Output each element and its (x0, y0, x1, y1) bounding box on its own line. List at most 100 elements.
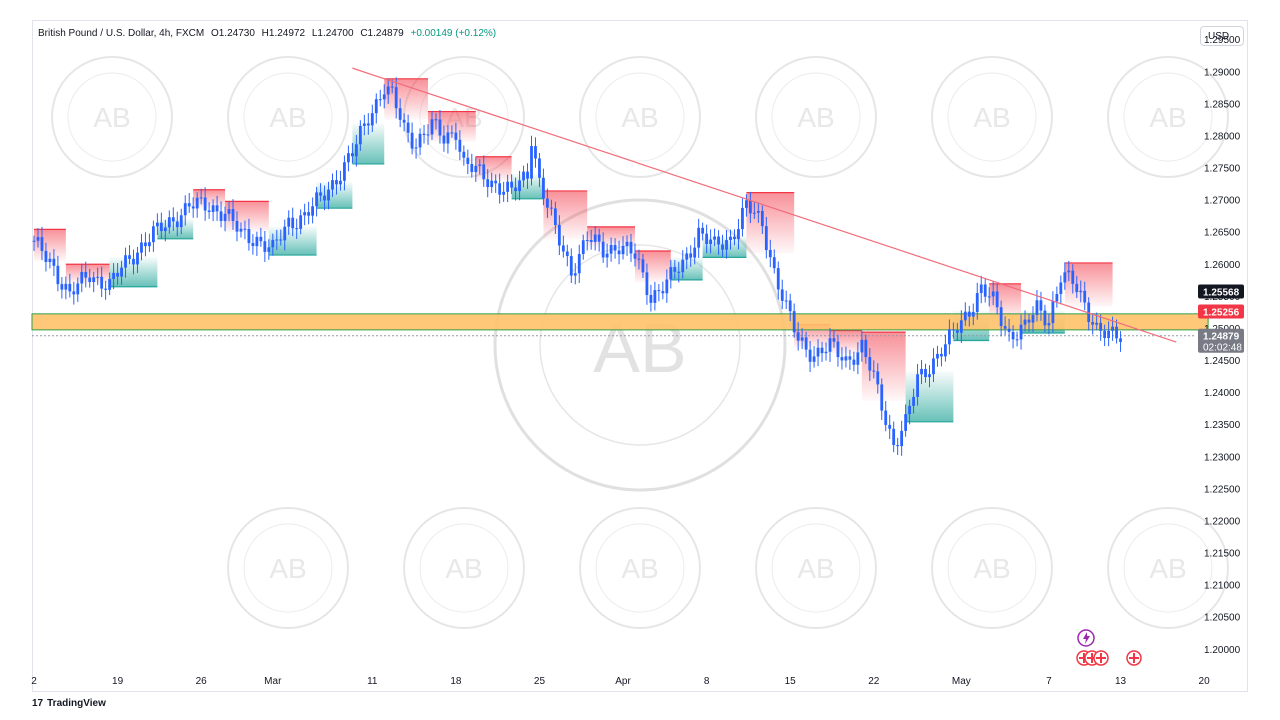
watermark-ring (1107, 56, 1229, 178)
candle (1055, 286, 1059, 308)
candle (573, 263, 577, 285)
candle-body (251, 243, 255, 247)
candle (868, 348, 872, 381)
candle (195, 192, 199, 218)
candle (796, 322, 800, 351)
candle (932, 348, 935, 383)
candle (832, 330, 836, 348)
candle-body (502, 191, 506, 195)
candle-body (171, 217, 175, 222)
support-zone[interactable] (31, 313, 1209, 331)
candle-body (279, 239, 283, 241)
candle (979, 275, 983, 304)
candle (916, 364, 919, 406)
candle (386, 78, 390, 104)
watermark-ring (755, 56, 877, 178)
candle-body (713, 236, 716, 240)
candle (597, 228, 601, 252)
candle (219, 201, 223, 228)
candle-body (331, 180, 334, 190)
tradingview-brand[interactable]: 17 TradingView (32, 698, 106, 709)
candle (239, 222, 243, 238)
candle (1003, 316, 1007, 335)
candle (92, 271, 96, 293)
candle-body (557, 224, 561, 246)
candle-body (343, 162, 346, 181)
candle (653, 281, 657, 311)
candle-body (613, 245, 617, 251)
candle-body (856, 352, 860, 365)
watermark-ring-inner (419, 523, 509, 613)
uk-flag-icon[interactable] (1093, 650, 1109, 666)
watermark-ring-inner (595, 523, 685, 613)
candle-body (148, 242, 151, 247)
candle (621, 236, 625, 260)
candle-body (60, 284, 64, 290)
y-tick-label: 1.21500 (1204, 549, 1241, 560)
candle (1107, 321, 1110, 347)
currency-button[interactable]: USD (1200, 26, 1244, 46)
watermark-ring (931, 507, 1053, 629)
candle-body (1063, 272, 1067, 283)
candle (1075, 275, 1079, 298)
candle-body (136, 252, 139, 265)
economic-events[interactable] (1076, 650, 1142, 666)
flash-icon[interactable] (1077, 629, 1095, 647)
candle (159, 212, 163, 239)
uk-flag-icon[interactable] (1126, 650, 1142, 666)
candle (1019, 314, 1023, 350)
candle (764, 216, 768, 259)
candle (251, 234, 255, 255)
candle-body (104, 288, 108, 290)
candle (247, 218, 251, 251)
candle-body (665, 279, 669, 294)
candle (673, 259, 677, 279)
candle-body (390, 86, 394, 88)
candle (339, 170, 342, 191)
candle-body (255, 236, 259, 247)
candle (183, 195, 187, 226)
candle (347, 145, 350, 172)
candle-body (522, 171, 525, 181)
candle-body (1047, 323, 1051, 326)
candle-body (454, 132, 458, 140)
candle-body (530, 146, 533, 179)
candle (299, 209, 303, 235)
candle (669, 259, 673, 289)
candle (458, 130, 462, 161)
candle (569, 248, 573, 284)
candle (343, 155, 346, 191)
candle (955, 322, 959, 341)
y-tick-label: 1.23000 (1204, 452, 1241, 463)
time-axis[interactable]: 2 19 26 Mar 11 18 25 Apr 8 15 22 May 7 13 20 (31, 676, 1210, 687)
trendline[interactable] (352, 67, 1177, 343)
candle (132, 249, 135, 275)
candle-body (195, 197, 199, 209)
candle (434, 113, 438, 130)
candle (860, 330, 864, 362)
candle-body (717, 236, 720, 245)
watermark-seal: AB (579, 56, 701, 178)
symbol-title[interactable]: British Pound / U.S. Dollar, 4h, FXCM (38, 28, 205, 39)
candle (422, 125, 426, 144)
candle-body (709, 239, 712, 244)
candle-body (1003, 326, 1007, 329)
change-value: +0.00149 (+0.12%) (410, 28, 497, 39)
candle (179, 208, 183, 235)
candle-body (1111, 326, 1114, 331)
candle (756, 202, 760, 223)
candle-body (84, 271, 88, 278)
candle (625, 235, 629, 256)
y-tick-label: 1.27500 (1204, 164, 1241, 175)
y-tick-label: 1.24500 (1204, 356, 1241, 367)
candle (486, 169, 490, 198)
watermark-seal: AB (227, 507, 349, 629)
candle (271, 233, 275, 256)
candle-body (303, 212, 307, 216)
watermark-initials: AB (445, 553, 482, 584)
candle-body (948, 329, 951, 345)
candle (406, 114, 410, 143)
candle-body (553, 208, 557, 225)
candle (410, 122, 414, 155)
